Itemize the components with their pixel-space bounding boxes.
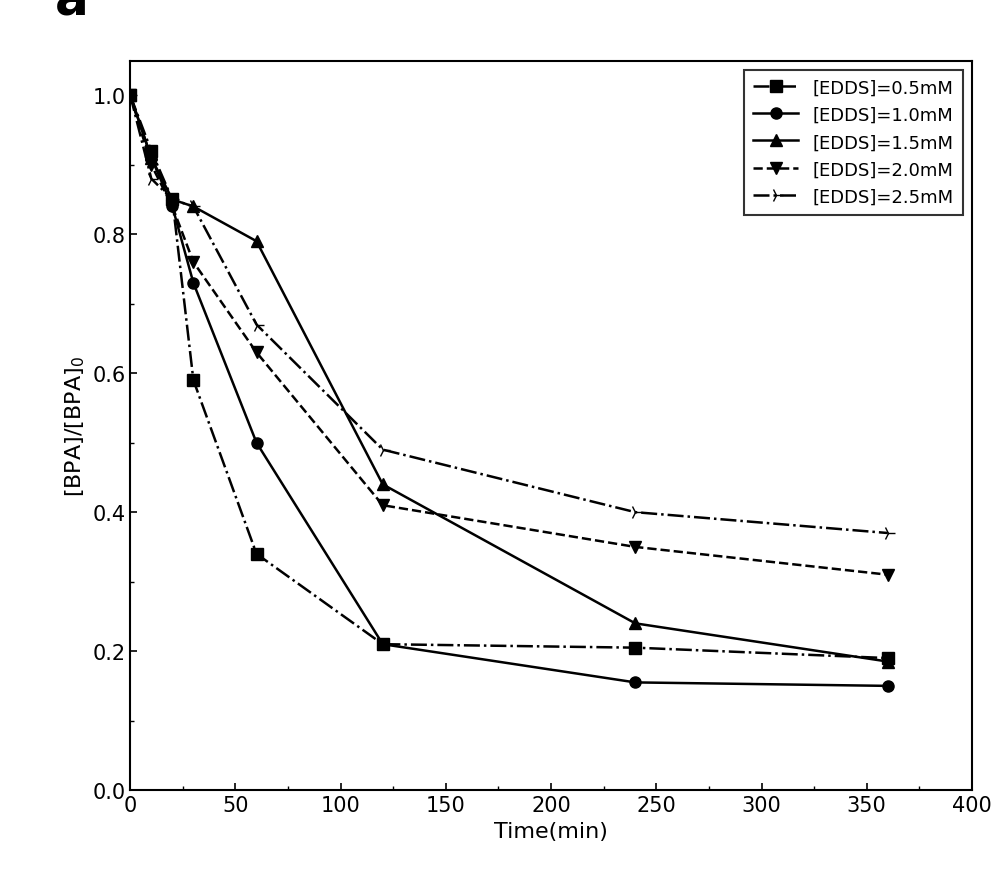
Legend: [EDDS]=0.5mM, [EDDS]=1.0mM, [EDDS]=1.5mM, [EDDS]=2.0mM, [EDDS]=2.5mM: [EDDS]=0.5mM, [EDDS]=1.0mM, [EDDS]=1.5mM… [744,70,963,216]
[EDDS]=0.5mM [166,195,178,205]
[EDDS]=2.0mM [187,257,199,268]
[EDDS]=0.5mM [882,653,894,664]
[EDDS]=2.5mM [629,507,641,518]
[EDDS]=1.5mM [377,479,389,490]
[EDDS]=1.5mM [124,91,136,102]
[EDDS]=2.0mM [250,348,263,358]
Text: a: a [54,0,88,25]
[EDDS]=2.0mM [377,500,389,511]
[EDDS]=0.5mM [250,549,263,559]
[EDDS]=1.0mM [166,202,178,212]
[EDDS]=1.5mM [629,618,641,629]
[EDDS]=1.0mM [124,91,136,102]
Line: [EDDS]=2.5mM: [EDDS]=2.5mM [123,90,895,540]
[EDDS]=0.5mM [629,643,641,653]
[EDDS]=1.0mM [145,154,157,164]
[EDDS]=0.5mM [145,147,157,157]
[EDDS]=2.5mM [882,529,894,539]
[EDDS]=1.0mM [629,677,641,687]
Line: [EDDS]=1.0mM: [EDDS]=1.0mM [124,90,894,692]
[EDDS]=2.0mM [145,161,157,171]
[EDDS]=1.5mM [187,202,199,212]
[EDDS]=2.0mM [629,542,641,552]
[EDDS]=1.5mM [145,154,157,164]
[EDDS]=2.0mM [124,91,136,102]
[EDDS]=0.5mM [187,376,199,386]
[EDDS]=1.5mM [166,195,178,205]
[EDDS]=2.5mM [250,320,263,330]
[EDDS]=0.5mM [124,91,136,102]
[EDDS]=2.5mM [187,202,199,212]
Line: [EDDS]=2.0mM: [EDDS]=2.0mM [124,90,894,580]
[EDDS]=1.0mM [882,680,894,691]
[EDDS]=1.0mM [250,438,263,449]
[EDDS]=2.5mM [377,445,389,456]
[EDDS]=2.5mM [166,195,178,205]
[EDDS]=1.5mM [882,657,894,667]
[EDDS]=1.0mM [187,278,199,289]
Y-axis label: [BPA]/[BPA]$_0$: [BPA]/[BPA]$_0$ [63,356,86,496]
Line: [EDDS]=1.5mM: [EDDS]=1.5mM [124,90,894,667]
X-axis label: Time(min): Time(min) [494,821,608,840]
[EDDS]=2.5mM [145,174,157,184]
[EDDS]=2.0mM [166,202,178,212]
[EDDS]=2.0mM [882,570,894,580]
[EDDS]=2.5mM [124,91,136,102]
[EDDS]=0.5mM [377,639,389,650]
[EDDS]=1.5mM [250,237,263,248]
Line: [EDDS]=0.5mM: [EDDS]=0.5mM [124,90,894,664]
[EDDS]=1.0mM [377,639,389,650]
